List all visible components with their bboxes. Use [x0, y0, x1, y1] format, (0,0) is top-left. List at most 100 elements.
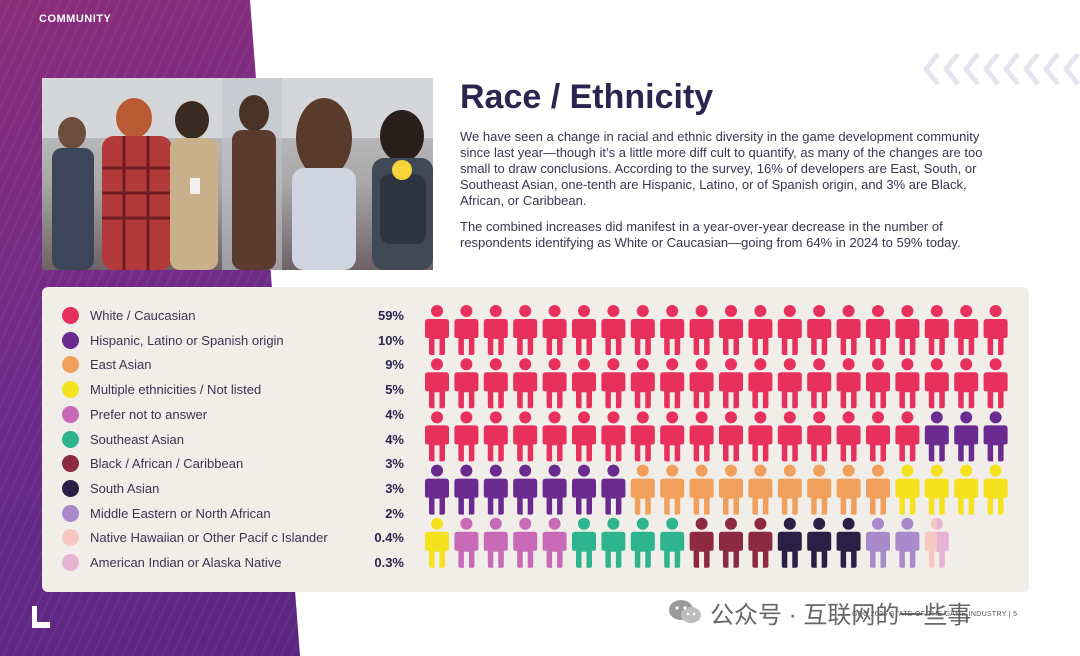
legend-label: White / Caucasian: [90, 308, 196, 323]
person-icon: [895, 305, 920, 355]
person-icon: [689, 464, 714, 515]
person-icon: [542, 358, 567, 409]
legend-label: East Asian: [90, 357, 152, 373]
person-icon: [601, 517, 626, 568]
person-icon: [719, 305, 743, 355]
person-icon: [719, 411, 743, 462]
person-icon: [572, 517, 596, 568]
brand-logo-mark: [32, 606, 50, 628]
person-icon: [836, 411, 861, 462]
legend-row: Native Hawaiian or Other Pacif c Islande…: [62, 528, 404, 548]
legend-value: 4%: [385, 431, 404, 447]
person-icon: [601, 358, 626, 409]
legend-color-dot: [62, 504, 79, 522]
legend-label: Hispanic, Latino or Spanish origin: [90, 332, 284, 348]
pictogram-chart: [425, 305, 1008, 568]
person-icon: [807, 305, 832, 355]
person-icon: [572, 305, 596, 355]
person-icon: [719, 517, 743, 568]
person-icon: [895, 517, 920, 568]
person-icon: [601, 411, 626, 462]
legend-value: 0.3%: [374, 555, 404, 570]
person-icon: [777, 464, 802, 515]
legend-label: Multiple ethnicities / Not listed: [90, 382, 262, 398]
person-icon: [513, 464, 538, 515]
legend-color-dot: [62, 356, 79, 374]
person-icon: [660, 517, 685, 568]
person-icon: [954, 358, 979, 409]
legend-label: Native Hawaiian or Other Pacif c Islande…: [90, 530, 328, 546]
footer-text: GDC 2025 STATE OF THE GAME INDUSTRY | 5: [852, 611, 1018, 618]
person-icon: [454, 358, 479, 409]
legend-label: Southeast Asian: [90, 431, 184, 447]
person-icon: [572, 358, 596, 409]
legend-value: 59%: [377, 308, 404, 323]
person-icon: [748, 305, 773, 355]
legend-color-dot: [62, 331, 79, 349]
legend-color-dot: [62, 455, 79, 473]
legend-value: 4%: [385, 406, 404, 422]
person-icon: [748, 464, 773, 515]
person-icon: [630, 517, 655, 568]
person-icon: [807, 411, 832, 462]
person-icon: [777, 305, 802, 355]
legend-row: American Indian or Alaska Native 0.3%: [62, 553, 404, 573]
person-icon: [454, 464, 479, 515]
legend-color-dot: [62, 554, 79, 571]
person-icon: [983, 358, 1008, 409]
legend-row: South Asian 3%: [62, 479, 404, 499]
person-icon: [542, 411, 567, 462]
person-icon: [660, 358, 685, 409]
crowd-illustration: [42, 78, 433, 270]
person-icon: [866, 358, 890, 409]
person-icon: [866, 464, 890, 515]
legend-value: 2%: [385, 505, 404, 521]
legend-value: 10%: [377, 332, 404, 348]
person-icon: [777, 358, 802, 409]
legend-value: 3%: [385, 480, 404, 496]
watermark-text: 公众号 · 互联网的一些事: [710, 601, 972, 629]
legend-row: Hispanic, Latino or Spanish origin 10%: [62, 331, 404, 351]
person-icon: [748, 517, 773, 568]
person-icon: [630, 305, 655, 355]
person-icon: [572, 464, 596, 515]
person-icon: [425, 411, 449, 462]
legend-row: Southeast Asian 4%: [62, 430, 404, 450]
legend-label: Black / African / Caribbean: [90, 456, 244, 472]
person-icon: [483, 411, 508, 462]
person-icon: [572, 411, 596, 462]
legend-label: Prefer not to answer: [90, 406, 208, 422]
person-icon: [689, 411, 714, 462]
person-icon: [895, 411, 920, 462]
person-icon: [601, 305, 626, 355]
legend-value: 0.4%: [374, 530, 404, 546]
legend-color-dot: [62, 430, 79, 448]
intro-paragraph: We have seen a change in racial and ethn…: [460, 129, 983, 208]
legend-color-dot: [62, 529, 79, 547]
person-icon: [425, 305, 449, 355]
person-icon: [660, 411, 685, 462]
legend-color-dot: [62, 381, 79, 399]
person-icon: [924, 358, 949, 409]
wechat-icon: [669, 600, 701, 623]
person-icon: [601, 464, 626, 515]
person-icon: [483, 517, 508, 568]
person-icon: [895, 464, 920, 515]
person-icon: [513, 305, 538, 355]
legend-row: Black / African / Caribbean 3%: [62, 454, 404, 474]
person-icon: [924, 411, 949, 462]
person-icon: [983, 305, 1008, 355]
person-icon: [513, 517, 538, 568]
person-icon: [660, 464, 685, 515]
person-icon: [542, 464, 567, 515]
person-icon-partial: [936, 517, 949, 568]
person-icon: [483, 464, 508, 515]
legend-color-dot: [62, 307, 79, 324]
person-icon: [542, 517, 567, 568]
person-icon: [807, 464, 832, 515]
chevron-decoration-icon: [924, 52, 1080, 86]
person-icon: [630, 411, 655, 462]
watermark: 公众号 · 互联网的一些事: [668, 596, 1048, 629]
legend-row: East Asian 9%: [62, 355, 404, 375]
person-icon: [630, 358, 655, 409]
